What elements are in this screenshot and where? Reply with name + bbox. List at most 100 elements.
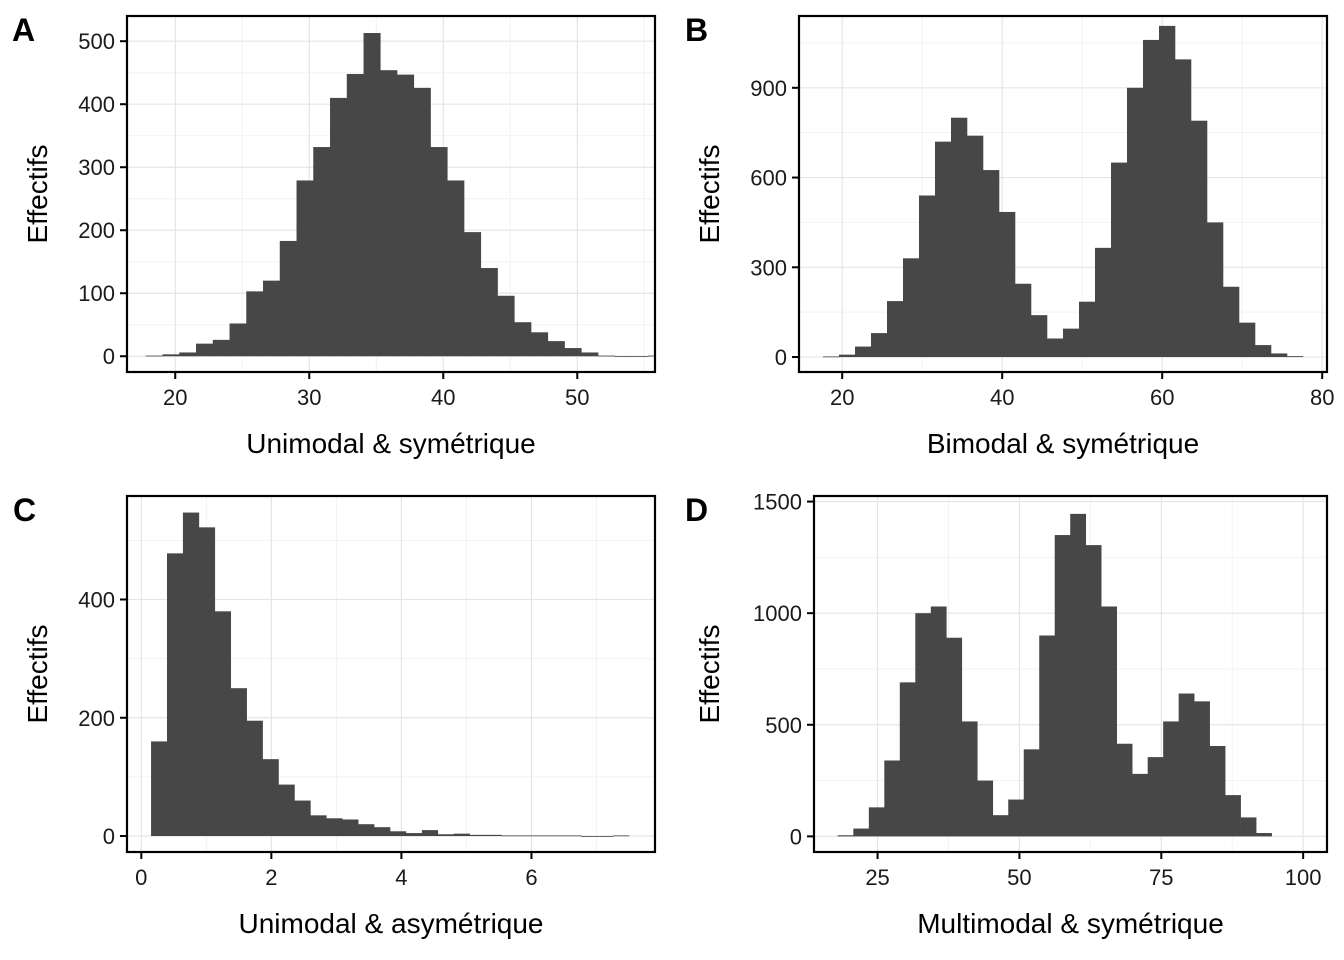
histogram-bar (919, 195, 936, 358)
histogram-bar (597, 836, 614, 837)
chart-svg: 0 2 4 6 0 200 400 Unimodal & asymétrique Effecti… (13, 492, 657, 939)
histogram-bar (581, 352, 599, 357)
histogram-bar (151, 741, 168, 837)
histogram-bar (358, 824, 375, 837)
x-tick-label: 2 (265, 865, 277, 890)
histogram-bar (1207, 222, 1224, 358)
histogram-bar (330, 97, 348, 357)
histogram-bars (823, 25, 1304, 358)
x-axis: 20 40 60 80 (830, 372, 1334, 410)
histogram-bar (1085, 545, 1102, 837)
histogram-bar (294, 800, 311, 837)
histogram-bar (214, 611, 232, 837)
x-tick-label: 6 (525, 865, 537, 890)
histogram-bar (229, 323, 247, 357)
histogram-bar (946, 637, 963, 837)
histogram-bar (884, 760, 901, 837)
histogram-bar (517, 835, 534, 837)
y-tick-label: 400 (78, 92, 115, 117)
histogram-bar (1031, 315, 1048, 358)
histogram-bar (453, 833, 470, 837)
histogram-bar (1271, 353, 1288, 358)
histogram-bar (1147, 757, 1164, 837)
x-tick-label: 60 (1150, 385, 1174, 410)
x-tick-label: 75 (1149, 865, 1173, 890)
histogram-bar (549, 835, 566, 837)
histogram-bar (246, 291, 264, 357)
histogram-bar (1256, 833, 1272, 837)
histogram-bar (1054, 535, 1071, 837)
x-axis-title: Bimodal & symétrique (927, 428, 1199, 459)
panel-letter: C (13, 492, 36, 528)
histogram-bar (1047, 338, 1064, 358)
histogram-bar (547, 341, 565, 357)
histogram-bar (613, 835, 630, 837)
y-axis: 0 500 1000 1500 (753, 490, 814, 849)
y-tick-label: 500 (78, 29, 115, 54)
histogram-bar (497, 295, 515, 357)
histogram-bar (531, 332, 549, 357)
x-axis-title: Multimodal & symétrique (917, 908, 1224, 939)
histogram-bar (1023, 749, 1040, 837)
histogram-bar (413, 87, 431, 357)
histogram-bar (1070, 513, 1087, 837)
histogram-bar (1225, 795, 1241, 837)
panel-border (125, 14, 657, 374)
histogram-bar (992, 815, 1009, 837)
gridlines (799, 16, 1327, 372)
histogram-bar (313, 147, 331, 357)
histogram-bar (1111, 162, 1128, 358)
histogram-bar (480, 268, 498, 357)
y-tick-label: 300 (750, 255, 787, 280)
x-tick-label: 50 (565, 385, 589, 410)
histogram-bar (374, 827, 391, 837)
histogram-bar (296, 180, 314, 357)
histogram-bar (1008, 799, 1025, 837)
y-axis-title: Effectifs (22, 144, 53, 243)
histogram-bar (648, 355, 655, 357)
y-tick-label: 0 (103, 344, 115, 369)
histogram-bar (430, 147, 448, 357)
histogram-bar (263, 280, 281, 357)
histogram-bar (1240, 817, 1257, 837)
histogram-panel-d: 25 50 75 100 0 500 1000 1500 Multimodal & symétr… (672, 480, 1344, 960)
x-axis-title: Unimodal & symétrique (246, 428, 535, 459)
histogram-bar (871, 333, 888, 358)
histogram-bar (930, 606, 947, 837)
histogram-bar (1127, 87, 1144, 358)
histogram-bar (999, 211, 1016, 358)
histogram-bar (915, 613, 932, 837)
histogram-bar (421, 830, 439, 837)
histogram-bar (346, 73, 364, 357)
x-tick-label: 20 (163, 385, 187, 410)
histogram-bars (145, 33, 655, 358)
histogram-bar (1039, 635, 1056, 837)
histogram-bar (162, 354, 180, 357)
y-axis-title: Effectifs (694, 144, 725, 243)
histogram-bar (230, 688, 247, 837)
panel-border (812, 494, 1329, 854)
histogram-panel-c: 0 2 4 6 0 200 400 Unimodal & asymétrique Effecti… (0, 480, 672, 960)
histogram-bar (485, 834, 502, 837)
histogram-bar (1255, 345, 1272, 358)
y-tick-label: 600 (750, 166, 787, 191)
panel-letter: B (685, 12, 708, 48)
histogram-bar (278, 784, 295, 837)
histogram-bar (581, 836, 598, 837)
histogram-bar (447, 180, 465, 357)
histogram-bar (437, 834, 455, 837)
panel-letter: D (685, 492, 708, 528)
histogram-bar (390, 831, 407, 837)
x-tick-label: 50 (1007, 865, 1031, 890)
y-axis: 0 300 600 900 (750, 76, 799, 370)
histogram-bar (837, 835, 854, 837)
x-tick-label: 0 (135, 865, 147, 890)
histogram-bar (823, 356, 840, 358)
histogram-bars (151, 512, 630, 837)
histogram-bar (514, 322, 532, 357)
x-tick-label: 30 (297, 385, 321, 410)
histogram-bar (951, 117, 968, 358)
histogram-bar (464, 232, 482, 357)
